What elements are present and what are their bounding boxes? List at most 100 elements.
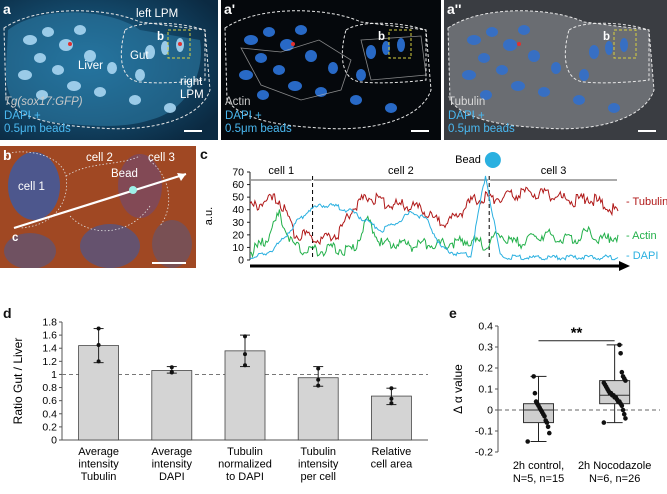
e-data-point [620,407,626,413]
c-y-tick-label: 40 [232,204,244,216]
panel-c: c 0 10 20 30 40 50 60 70 a.u. cell 1 cell 2 cell 3 B… [198,144,667,272]
d-data-point [389,401,394,406]
panel-a-prime-image [221,0,441,140]
d-category-label: cell area [371,459,413,471]
e-data-point [601,380,607,385]
e-data-point [618,351,623,356]
panel-d-label: d [3,306,12,321]
e-category-1-line2: N=5, n=15 [513,473,564,485]
c-y-tick-label: 0 [238,255,244,267]
e-data-point [619,369,625,375]
stain-label-a-1: DAPI + [4,110,41,122]
stain-label-a-2: 0.5μm beads [4,123,71,135]
left-lpm-label: left LPM [136,8,179,20]
c-x-arrow-head [619,261,630,271]
c-legend-tubulin: - Tubulin [626,196,667,208]
d-data-point [96,359,101,364]
c-series-dapi [249,175,619,261]
d-data-point [389,386,394,391]
d-category-label: intensity [78,459,119,471]
e-data-point [531,374,536,379]
e-y-tick-label: -0.2 [475,447,493,459]
c-y-axis-label: a.u. [203,207,215,225]
actin-stain-label: Actin [225,96,251,108]
e-data-point [543,418,548,423]
d-y-tick-label: 0.8 [42,382,57,394]
d-data-point [243,334,247,339]
c-region-label: cell 2 [388,165,414,177]
stain-label-a1-2: 0.5μm beads [225,123,292,135]
e-category-1-line1: 2h control, [513,460,564,472]
e-data-point [525,439,530,444]
e-y-tick-label: 0.2 [478,363,493,375]
e-y-tick-label: 0.4 [478,321,493,333]
d-y-tick-label: 1.2 [42,356,57,368]
panel-e-box-chart: -0.2 -0.1 0 0.1 0.2 0.3 0.4 Δ α value ** 2h contr… [451,321,660,485]
d-data-point [243,363,247,368]
d-category-label: normalized [218,459,272,471]
d-category-label: Tubulin [300,446,336,458]
c-y-tick-label: 70 [232,167,244,179]
right-lpm-label-1: right [180,76,203,88]
e-significance-label: ** [571,325,583,342]
b-cell1-label: cell 1 [18,181,45,193]
d-data-point [169,365,174,370]
panel-a-double-prime-image [444,0,667,140]
d-data-point [316,377,321,382]
c-bead-label: Bead [455,154,481,166]
tubulin-stain-label: Tubulin [448,96,486,108]
e-data-point [601,420,607,425]
b-marker-a-double-prime: b [603,31,611,43]
d-bar [297,377,339,441]
panel-e-label: e [449,306,457,321]
right-lpm-label-2: LPM [180,89,204,101]
c-y-tick-label: 60 [232,179,244,191]
b-cell3-label: cell 3 [148,152,175,164]
d-data-point [316,366,321,371]
d-data-point [96,342,101,347]
panel-e: e -0.2 -0.1 0 0.1 0.2 0.3 0.4 Δ α value ** 2h con… [446,306,667,494]
b-bead-label: Bead [111,168,138,180]
c-bead-marker [484,152,501,168]
d-category-label: intensity [298,459,339,471]
panel-a-prime: a' b Actin DAPI + 0.5μm beads [221,0,441,140]
d-category-label: Tubulin [227,446,263,458]
c-region-label: cell 1 [268,165,294,177]
panel-c-label: c [200,146,208,162]
e-y-tick-label: 0 [487,405,493,417]
panel-a: a left LPM Liver Gut right LPM b Tg(sox1… [0,0,218,140]
d-y-tick-label: 1.8 [42,317,57,329]
d-category-label: Tubulin [81,471,117,483]
d-category-label: DAPI [159,471,185,483]
c-region-label: cell 3 [541,165,567,177]
stain-label-a2-1: DAPI + [448,110,485,122]
d-category-label: Relative [372,446,412,458]
d-y-tick-label: 1.6 [42,330,57,342]
d-category-label: to DAPI [226,471,264,483]
d-category-label: Average [151,446,192,458]
c-y-tick-label: 10 [232,242,244,254]
panel-b-image [0,146,196,268]
panel-d-bar-chart: 0 0.20.40.60.811.21.41.61.8 Ratio Gut / Li… [11,317,428,483]
d-data-point [243,352,247,357]
c-series-actin [249,209,619,259]
panel-b: b cell 1 cell 2 cell 3 Bead c [0,146,196,268]
e-y-tick-label: 0.1 [478,384,493,396]
d-y-tick-label: 0.4 [42,408,57,420]
panel-a-double-prime-label: a'' [447,1,462,17]
e-data-point [623,416,628,421]
stain-label-a1-1: DAPI + [225,110,262,122]
e-data-point [532,390,538,396]
d-data-point [169,369,174,374]
b-marker-a-prime: b [378,31,386,43]
d-y-axis-label: Ratio Gut / Liver [11,338,25,425]
panel-d: d 0 0.2 0.4 0.6 0.8 1 1.2 1.4 1.6 1.8 Ratio Gut / … [0,306,432,494]
d-data-point [389,396,394,401]
d-category-label: intensity [152,459,193,471]
c-y-tick-label: 50 [232,192,244,204]
d-data-point [96,326,101,331]
d-y-tick-label: 1.4 [42,343,57,355]
e-category-2-line2: N=6, n=26 [589,473,640,485]
d-y-tick-label: 0.2 [42,421,57,433]
